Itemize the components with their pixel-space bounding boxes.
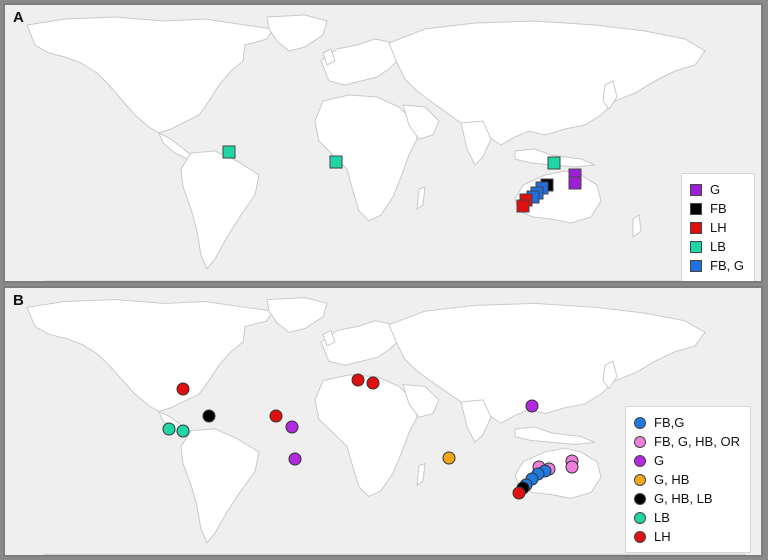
land-north-america <box>26 16 274 134</box>
land-british-isles <box>322 329 336 347</box>
land-africa <box>314 374 418 498</box>
legend-label: G <box>654 453 665 468</box>
legend-item: G, HB <box>634 470 740 489</box>
legend-swatch <box>634 416 646 429</box>
land-india <box>460 399 492 444</box>
land-japan <box>602 360 618 390</box>
legend-label: LH <box>654 529 671 544</box>
land-central-america <box>158 131 192 160</box>
legend-swatch <box>634 492 646 505</box>
land-europe <box>320 38 402 86</box>
map-panel-b: B FB,G FB, G, HB, OR G G, HB G, HB, LB LB LH <box>3 286 763 557</box>
legend-item: LB <box>634 508 740 527</box>
land-asia <box>388 20 706 146</box>
marker-lb-south-america <box>222 145 236 159</box>
legend-swatch <box>634 435 646 448</box>
legend-swatch <box>634 454 646 467</box>
legend-swatch <box>634 473 646 486</box>
legend-swatch <box>690 202 702 215</box>
land-antarctica-edge <box>44 280 746 281</box>
marker-lh-mediterranean-2 <box>366 376 380 390</box>
legend-item: LH <box>634 527 740 546</box>
legend-item: LB <box>690 237 744 256</box>
land-new-zealand <box>632 214 642 238</box>
legend-item: G <box>634 451 740 470</box>
markers-b <box>162 373 579 500</box>
legend-label: G <box>710 182 721 197</box>
marker-ghb-indian-ocean <box>442 451 456 465</box>
marker-fbghbor-4 <box>565 460 579 474</box>
marker-lh-western-australia <box>512 486 526 500</box>
land-greenland <box>266 297 328 333</box>
legend-item: FB, G, HB, OR <box>634 432 740 451</box>
land-arabia <box>402 383 440 418</box>
legend-swatch <box>690 183 702 196</box>
marker-g-queensland-2 <box>568 176 582 190</box>
land-south-america <box>180 150 260 270</box>
legend-label: G, HB, LB <box>654 491 713 506</box>
legend-label: G, HB <box>654 472 690 487</box>
land-india <box>460 120 492 166</box>
land-antarctica-edge <box>44 553 746 555</box>
world-map-a <box>26 14 746 281</box>
legend-item: FB <box>690 199 744 218</box>
legend-swatch <box>634 511 646 524</box>
legend-label: LB <box>654 510 670 525</box>
markers-a <box>222 145 582 213</box>
legend-label: LB <box>710 239 726 254</box>
marker-lb-new-guinea <box>547 156 561 170</box>
legend-swatch <box>690 259 702 272</box>
marker-lh-atlantic <box>269 409 283 423</box>
land-arabia <box>402 104 440 140</box>
land-british-isles <box>322 48 336 66</box>
legend-item: FB, G <box>690 256 744 275</box>
legend-item: FB,G <box>634 413 740 432</box>
legend-label: FB <box>710 201 727 216</box>
legend-label: FB, G <box>710 258 744 273</box>
legend-swatch <box>634 530 646 543</box>
land-masses <box>26 297 746 555</box>
legend-b: FB,G FB, G, HB, OR G G, HB G, HB, LB LB LH <box>625 406 751 553</box>
marker-g-philippines <box>525 399 539 413</box>
legend-item: LH <box>690 218 744 237</box>
land-europe <box>320 320 402 366</box>
panel-label-a: A <box>13 9 24 26</box>
land-north-america <box>26 299 274 413</box>
legend-label: LH <box>710 220 727 235</box>
marker-lh-us-east <box>176 382 190 396</box>
land-masses <box>26 14 746 281</box>
marker-lh-mediterranean-1 <box>351 373 365 387</box>
marker-lb-central-america-1 <box>162 422 176 436</box>
legend-swatch <box>690 240 702 253</box>
world-map-b <box>26 297 746 555</box>
map-panel-a: A G FB LH LB FB, G <box>3 3 763 283</box>
legend-a: G FB LH LB FB, G <box>681 173 755 281</box>
marker-lb-central-america-2 <box>176 424 190 438</box>
land-greenland <box>266 14 328 52</box>
legend-label: FB,G <box>654 415 685 430</box>
land-africa <box>314 94 418 222</box>
legend-item: G <box>690 180 744 199</box>
legend-item: G, HB, LB <box>634 489 740 508</box>
land-japan <box>602 80 618 110</box>
land-south-america <box>180 428 260 544</box>
legend-swatch <box>690 221 702 234</box>
marker-lh-2 <box>516 199 530 213</box>
land-indonesia <box>514 426 596 445</box>
legend-label: FB, G, HB, OR <box>654 434 740 449</box>
marker-g-atlantic-2 <box>288 452 302 466</box>
marker-g-atlantic-1 <box>285 420 299 434</box>
panel-label-b: B <box>13 292 24 309</box>
land-madagascar <box>416 186 426 211</box>
marker-lb-west-africa <box>329 155 343 169</box>
land-asia <box>388 302 706 424</box>
marker-ghblb-caribbean <box>202 409 216 423</box>
land-madagascar <box>416 462 426 486</box>
